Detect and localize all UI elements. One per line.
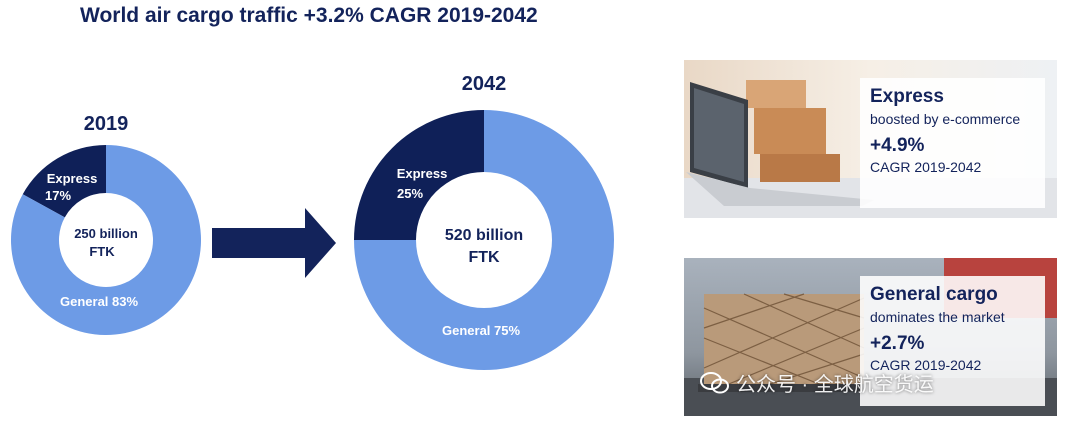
center-label-2019-line1: 250 billion <box>74 226 138 241</box>
slice-express-2019 <box>22 145 106 218</box>
slice-general-2019 <box>10 145 202 335</box>
slice-general-2042 <box>354 110 614 370</box>
general-cargo-rate: +2.7% <box>870 333 925 354</box>
slice-express-2042 <box>354 110 484 240</box>
donut-chart-2042: 2042 Express 25% General 75% 520 billion FT… <box>354 73 614 370</box>
year-label-2019: 2019 <box>84 113 129 135</box>
general-cargo-subtitle: dominates the market <box>870 309 1005 325</box>
watermark: 公众号 · 全球航空货运 <box>700 368 934 397</box>
center-label-2042-line1: 520 billion <box>445 227 523 244</box>
slice-label-express-2042: Express <box>397 166 448 181</box>
right-arrow <box>212 208 336 278</box>
wechat-icon <box>700 371 729 393</box>
slice-label-general-2042: General 75% <box>442 323 521 338</box>
general-cargo-heading: General cargo <box>870 284 998 305</box>
page-title: World air cargo traffic +3.2% CAGR 2019-… <box>80 4 538 27</box>
general-cargo-card-text: General cargo dominates the market +2.7%… <box>860 276 1045 406</box>
center-label-2042-line2: FTK <box>468 249 500 266</box>
donut-charts: 2019 Express 17% General 83% 250 billion FT… <box>10 73 614 370</box>
express-rate: +4.9% <box>870 135 925 156</box>
watermark-text: 公众号 · 全球航空货运 <box>736 374 934 396</box>
slice-label-express-2019: Express <box>47 171 98 186</box>
express-card: Express boosted by e-commerce +4.9% CAGR… <box>684 60 1057 218</box>
slice-label-general-2019: General 83% <box>60 294 139 309</box>
general-cargo-cagr: CAGR 2019-2042 <box>870 357 982 373</box>
slice-value-express-2019: 17% <box>45 188 71 203</box>
center-label-2019-line2: FTK <box>89 244 115 259</box>
express-card-text: Express boosted by e-commerce +4.9% CAGR… <box>860 78 1045 208</box>
express-subtitle: boosted by e-commerce <box>870 111 1021 127</box>
express-cagr: CAGR 2019-2042 <box>870 159 982 175</box>
general-cargo-card: General cargo dominates the market +2.7%… <box>684 258 1057 416</box>
slice-value-express-2042: 25% <box>397 186 423 201</box>
express-heading: Express <box>870 86 944 107</box>
donut-chart-2019: 2019 Express 17% General 83% 250 billion FT… <box>10 113 202 335</box>
year-label-2042: 2042 <box>462 73 507 95</box>
